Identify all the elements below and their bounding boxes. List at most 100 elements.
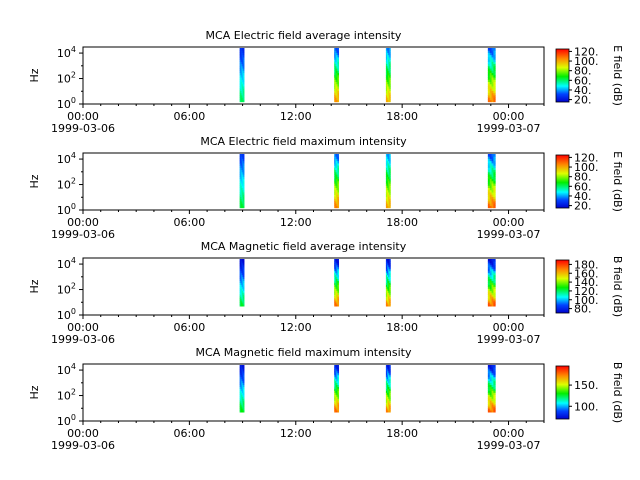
spectrogram-cell (388, 90, 390, 94)
spectrogram-cell (493, 162, 496, 166)
spectrogram-cell (487, 288, 491, 291)
chart-title: MCA Electric field maximum intensity (200, 135, 407, 148)
spectrogram-cell (385, 270, 388, 274)
spectrogram-cell (334, 266, 336, 270)
spectrogram-cell (242, 298, 245, 301)
spectrogram-cell (240, 205, 243, 209)
spectrogram-cell (241, 260, 244, 264)
spectrogram-cell (241, 189, 244, 193)
spectrogram-cell (387, 196, 389, 200)
spectrogram-cell (334, 366, 336, 370)
spectrogram-cell (493, 294, 496, 297)
spectrogram-cell (491, 56, 494, 60)
spectrogram-cell (489, 81, 492, 85)
spectrogram-cell (389, 278, 391, 281)
spectrogram-cell (336, 260, 338, 264)
spectrogram-cell (385, 50, 388, 53)
spectrogram-cell (336, 97, 338, 100)
colorbar-tick-label: 100. (574, 161, 599, 174)
spectrogram-cell (337, 398, 340, 401)
spectrogram-cell (388, 59, 390, 62)
spectrogram-cell (385, 384, 388, 387)
spectrogram-cell (491, 59, 494, 62)
spectrogram-cell (493, 290, 496, 293)
spectrogram-cell (487, 83, 491, 87)
spectrogram-cell (334, 185, 336, 189)
spectrogram-cell (239, 276, 242, 280)
spectrogram-cell (489, 266, 492, 270)
spectrogram-cell (239, 286, 242, 289)
spectrogram-cell (487, 48, 491, 51)
spectrogram-cell (239, 90, 242, 94)
spectrogram-cell (387, 48, 389, 51)
spectrogram-cell (491, 198, 494, 202)
spectrogram-cell (337, 154, 340, 157)
colorbar-tick-label: 80. (574, 171, 592, 184)
spectrogram-cell (336, 290, 338, 293)
spectrogram-cell (335, 284, 337, 287)
spectrogram-cell (336, 158, 338, 162)
spectrogram-cell (493, 174, 496, 177)
colorbar-label: E field (dB) (611, 45, 624, 106)
spectrogram-cell (242, 270, 245, 274)
spectrogram-cell (388, 77, 390, 80)
spectrogram-cell (493, 83, 496, 87)
spectrogram-cell (493, 70, 496, 74)
spectrogram-cell (389, 162, 391, 166)
spectrogram-cell (388, 92, 390, 96)
spectrogram-cell (387, 160, 389, 164)
spectrogram-cell (493, 68, 496, 71)
spectrogram-cell (242, 268, 245, 272)
spectrogram-cell (335, 365, 337, 368)
spectrogram-cell (335, 390, 337, 393)
spectrogram-cell (337, 162, 340, 166)
spectrogram-cell (388, 97, 390, 100)
spectrogram-cell (388, 388, 390, 391)
spectrogram-cell (334, 368, 336, 372)
spectrogram-cell (487, 384, 491, 387)
spectrogram-cell (335, 95, 337, 98)
spectrogram-cell (385, 302, 388, 305)
spectrogram-cell (239, 262, 242, 266)
spectrogram-cell (388, 198, 390, 202)
spectrogram-cell (242, 90, 245, 94)
chart-title: MCA Magnetic field maximum intensity (196, 346, 412, 359)
spectrogram-cell (491, 404, 494, 407)
spectrogram-cell (336, 169, 338, 173)
spectrogram-cell (240, 282, 243, 285)
spectrogram-cell (337, 196, 340, 200)
spectrogram-cell (489, 402, 492, 405)
spectrogram-cell (387, 162, 389, 166)
spectrogram-cell (489, 304, 492, 307)
spectrogram-cell (493, 406, 496, 409)
spectrogram-cell (337, 368, 340, 372)
y-tick-label: 102 (57, 177, 76, 192)
spectrogram-cell (487, 374, 491, 378)
spectrogram-cell (487, 398, 491, 401)
spectrogram-cell (334, 167, 336, 171)
spectrogram-cell (239, 386, 242, 389)
spectrogram-cell (336, 366, 338, 370)
spectrogram-cell (239, 300, 242, 303)
spectrogram-cell (241, 294, 244, 297)
spectrogram-cell (239, 398, 242, 401)
spectrogram-cell (389, 404, 391, 407)
spectrogram-cell (388, 392, 390, 395)
spectrogram-cell (487, 268, 491, 272)
colorbar-tick-label: 120. (574, 151, 599, 164)
spectrogram-cell (487, 171, 491, 175)
spectrogram-cell (493, 88, 496, 91)
spectrogram-cell (385, 203, 388, 206)
spectrogram-cell (242, 394, 245, 397)
spectrogram-cell (388, 162, 390, 166)
spectrogram-cell (239, 298, 242, 301)
spectrogram-cell (337, 396, 340, 399)
spectrogram-cell (387, 68, 389, 71)
spectrogram-cell (242, 95, 245, 98)
spectrogram-cell (242, 178, 245, 182)
spectrogram-cell (334, 280, 336, 283)
spectrogram-cell (239, 83, 242, 87)
spectrogram-cell (389, 368, 391, 372)
spectrogram-cell (334, 388, 336, 391)
spectrogram-cell (387, 203, 389, 206)
